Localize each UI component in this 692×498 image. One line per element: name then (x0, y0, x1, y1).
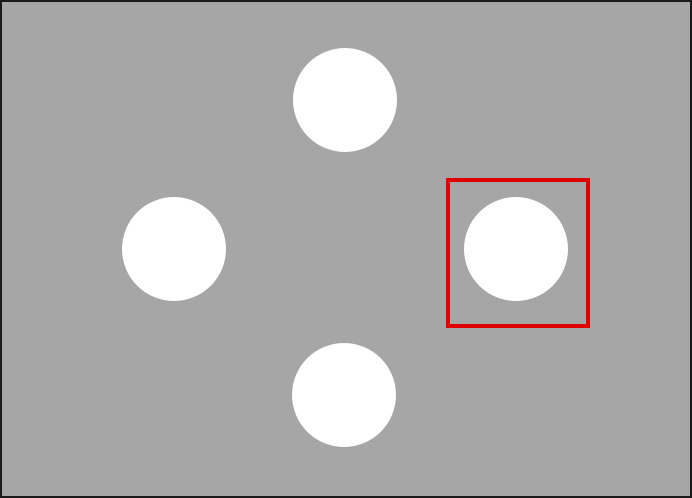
circle-target-bottom[interactable] (292, 343, 396, 447)
circle-target-top[interactable] (293, 48, 397, 152)
circle-target-left[interactable] (122, 197, 226, 301)
circle-target-right[interactable] (464, 197, 568, 301)
